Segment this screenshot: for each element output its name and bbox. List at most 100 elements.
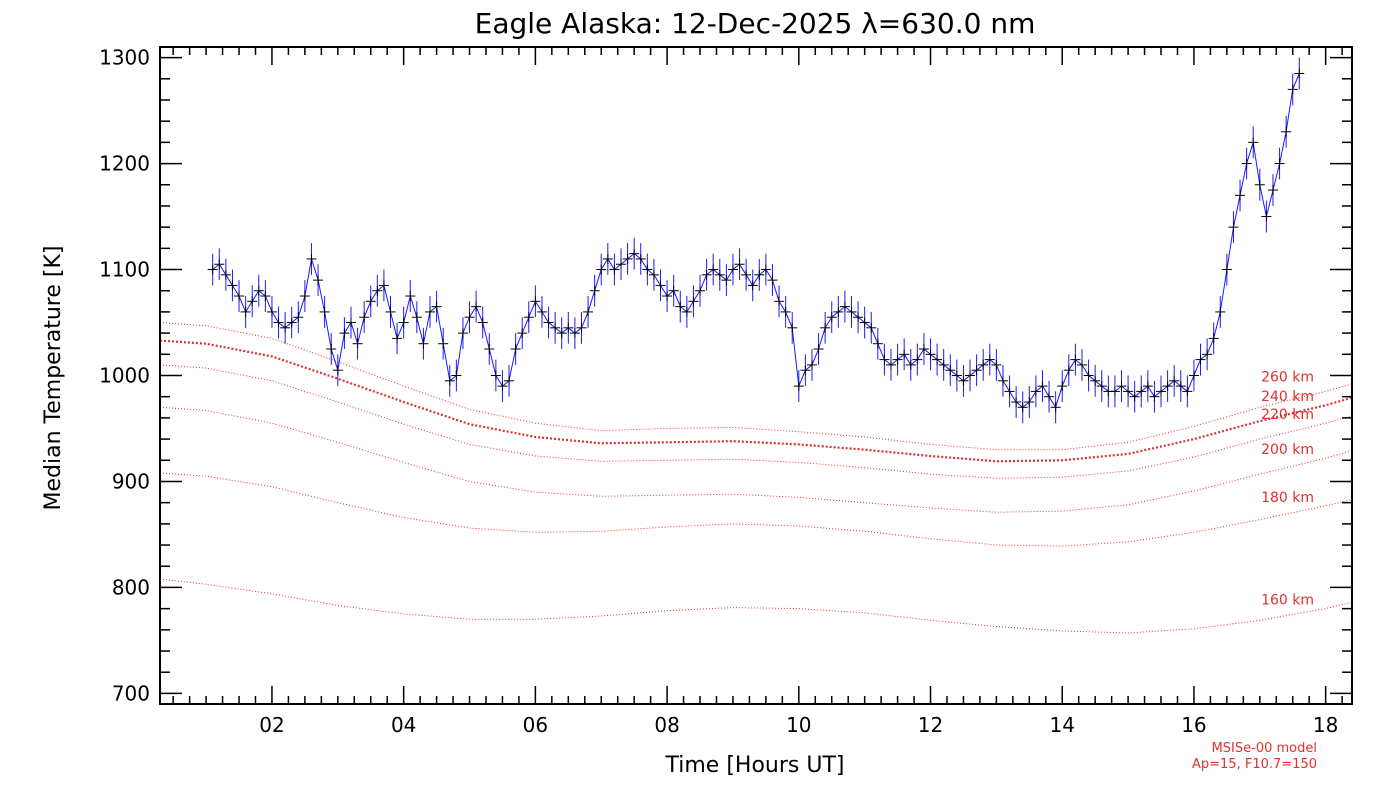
measurement-point [1195, 343, 1206, 376]
measurement-point [523, 301, 534, 334]
measurement-point [1241, 147, 1252, 180]
measurement-point [576, 311, 587, 344]
axis-ticks: 02 04 06 08 10 12 14 16 18 700 800 900 1000 1100 1200 1… [99, 46, 1352, 737]
measurement-point [1188, 359, 1199, 392]
measurement-point [741, 258, 752, 291]
x-tick-label: 12 [918, 713, 943, 737]
measurement-point [1083, 359, 1094, 392]
measurement-point [392, 322, 403, 355]
measurement-point [708, 253, 719, 286]
x-tick-label: 10 [786, 713, 811, 737]
measurement-point [714, 258, 725, 291]
measurement-point [780, 296, 791, 328]
measurement-point [1274, 147, 1285, 180]
measurement-point [411, 301, 422, 334]
measurement-point [477, 306, 488, 339]
measurement-point [721, 264, 732, 297]
measurement-point [1149, 380, 1160, 413]
measurement-point [1017, 391, 1028, 424]
measurement-point [425, 296, 436, 328]
measurement-point [398, 306, 409, 339]
measurement-point [266, 296, 277, 328]
measurement-point [866, 311, 877, 344]
y-tick-label: 800 [112, 575, 150, 599]
measurement-point [879, 343, 890, 376]
measurement-point [378, 269, 389, 302]
measurement-point [839, 290, 850, 323]
measurement-point [793, 370, 804, 402]
measurement-point [563, 311, 574, 344]
measurement-point [1004, 375, 1015, 408]
measurement-point [1254, 168, 1265, 201]
measurement-point [1063, 354, 1074, 387]
measurement-point [1261, 200, 1272, 233]
x-tick-label: 04 [391, 713, 416, 737]
measurement-point [214, 248, 225, 281]
measurement-point [365, 285, 376, 318]
measurement-point [1169, 364, 1180, 397]
model-curve-160-km [159, 578, 1353, 634]
measurement-point [438, 327, 449, 360]
measurement-point [227, 269, 238, 302]
measurement-point [293, 301, 304, 334]
measurement-point [925, 338, 936, 371]
measurement-point [1116, 370, 1127, 402]
measurement-point [299, 280, 310, 312]
measurement-point [536, 296, 547, 328]
measurement-point [695, 274, 706, 307]
measurement-point [760, 253, 771, 286]
measurement-point [905, 349, 916, 381]
measurement-point [1096, 370, 1107, 402]
measurement-point [846, 296, 857, 328]
measurement-point [826, 301, 837, 334]
measurement-point [530, 285, 541, 318]
measurement-layer [207, 57, 1305, 424]
measurement-point [945, 354, 956, 387]
measurement-point [464, 301, 475, 334]
measurement-point [1287, 73, 1298, 106]
measurement-point [1202, 338, 1213, 371]
model-label-160-km: 160 km [1261, 593, 1314, 609]
measurement-point [589, 274, 600, 307]
measurement-point [615, 248, 626, 281]
measurement-point [978, 349, 989, 381]
measurement-point [997, 364, 1008, 397]
measurement-point [207, 253, 218, 286]
measurement-point [1281, 115, 1292, 148]
model-footnote-line-2: Ap=15, F10.7=150 [1192, 757, 1317, 772]
measurement-point [490, 359, 501, 392]
x-tick-label: 14 [1050, 713, 1075, 737]
measurement-point [359, 301, 370, 334]
model-curve-200-km [159, 406, 1353, 513]
measurement-point [1030, 375, 1041, 408]
measurement-point [1090, 364, 1101, 397]
y-tick-label: 1200 [99, 152, 150, 176]
measurement-point [971, 354, 982, 387]
x-tick-label: 16 [1181, 713, 1206, 737]
measurement-point [234, 280, 245, 312]
measurement-point [385, 296, 396, 328]
measurement-point [629, 237, 640, 270]
y-tick-label: 1100 [99, 258, 150, 282]
measurement-point [833, 296, 844, 328]
measurement-point [1109, 375, 1120, 408]
measurement-point [1162, 370, 1173, 402]
model-label-200-km: 200 km [1261, 442, 1314, 458]
measurement-point [662, 280, 673, 312]
measurement-point [444, 364, 455, 397]
measurement-point [701, 258, 712, 291]
measurement-point [774, 285, 785, 318]
measurement-point [280, 311, 291, 344]
measurement-point [912, 343, 923, 376]
measurement-point [451, 359, 462, 392]
measurement-point [332, 354, 343, 387]
measurement-point [1208, 322, 1219, 355]
measurement-point [247, 285, 258, 318]
measurement-point [569, 317, 580, 350]
chart-title: Eagle Alaska: 12-Dec-2025 λ=630.0 nm [475, 7, 1036, 40]
measurement-point [859, 306, 870, 339]
measurement-point [688, 285, 699, 318]
measurement-point [497, 370, 508, 402]
measurement-point [984, 343, 995, 376]
